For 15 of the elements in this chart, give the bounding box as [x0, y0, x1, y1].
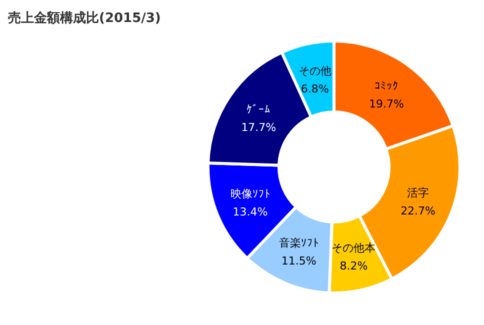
- data-label: 22.7%: [400, 204, 436, 218]
- data-label: 8.2%: [340, 259, 368, 272]
- slice-label: 音楽ｿﾌﾄ: [278, 236, 319, 250]
- data-label: 17.7%: [241, 120, 276, 134]
- slice-label: ｺﾐｯｸ: [374, 79, 398, 92]
- data-label: 19.7%: [369, 97, 404, 110]
- slice-label: その他本: [332, 241, 376, 254]
- data-label: 13.4%: [232, 205, 268, 218]
- slice-label: ｹﾞｰﾑ: [246, 102, 271, 116]
- slice-label: その他: [298, 64, 332, 78]
- slice-label: 活字: [407, 186, 430, 200]
- data-label: 11.5%: [281, 254, 316, 268]
- text: 売上金額構成比(2015/3): [8, 10, 161, 26]
- slice-label: 映像ｿﾌﾄ: [230, 187, 270, 200]
- data-label: 6.8%: [300, 82, 329, 96]
